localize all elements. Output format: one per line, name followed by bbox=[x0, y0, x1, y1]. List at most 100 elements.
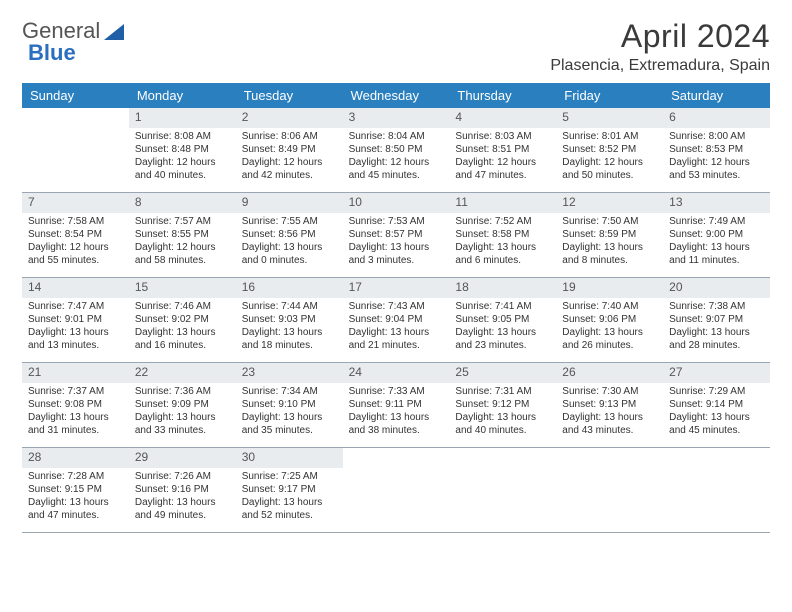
week-row: 1Sunrise: 8:08 AMSunset: 8:48 PMDaylight… bbox=[22, 108, 770, 193]
day-cell: 15Sunrise: 7:46 AMSunset: 9:02 PMDayligh… bbox=[129, 278, 236, 362]
sunrise-line: Sunrise: 7:40 AM bbox=[562, 300, 657, 313]
daylight-line: Daylight: 12 hours bbox=[669, 156, 764, 169]
sunrise-line: Sunrise: 7:49 AM bbox=[669, 215, 764, 228]
sunset-line: Sunset: 8:55 PM bbox=[135, 228, 230, 241]
head-monday: Monday bbox=[129, 83, 236, 108]
day-cell: 19Sunrise: 7:40 AMSunset: 9:06 PMDayligh… bbox=[556, 278, 663, 362]
daylight-line: Daylight: 12 hours bbox=[135, 241, 230, 254]
daylight-line: Daylight: 13 hours bbox=[349, 411, 444, 424]
day-cell: 30Sunrise: 7:25 AMSunset: 9:17 PMDayligh… bbox=[236, 448, 343, 532]
sunset-line: Sunset: 9:07 PM bbox=[669, 313, 764, 326]
sunset-line: Sunset: 8:56 PM bbox=[242, 228, 337, 241]
day-number: 4 bbox=[449, 108, 556, 128]
sunrise-line: Sunrise: 8:00 AM bbox=[669, 130, 764, 143]
day-cell: 25Sunrise: 7:31 AMSunset: 9:12 PMDayligh… bbox=[449, 363, 556, 447]
daylight-line: and 28 minutes. bbox=[669, 339, 764, 352]
week-row: 7Sunrise: 7:58 AMSunset: 8:54 PMDaylight… bbox=[22, 193, 770, 278]
daylight-line: Daylight: 13 hours bbox=[28, 326, 123, 339]
sunrise-line: Sunrise: 8:03 AM bbox=[455, 130, 550, 143]
sunset-line: Sunset: 9:16 PM bbox=[135, 483, 230, 496]
head-thursday: Thursday bbox=[449, 83, 556, 108]
sunset-line: Sunset: 9:05 PM bbox=[455, 313, 550, 326]
calendar: Sunday Monday Tuesday Wednesday Thursday… bbox=[22, 83, 770, 533]
day-number: 19 bbox=[556, 278, 663, 298]
sunset-line: Sunset: 9:09 PM bbox=[135, 398, 230, 411]
day-number: 17 bbox=[343, 278, 450, 298]
daylight-line: Daylight: 12 hours bbox=[349, 156, 444, 169]
day-cell: 22Sunrise: 7:36 AMSunset: 9:09 PMDayligh… bbox=[129, 363, 236, 447]
sunset-line: Sunset: 9:10 PM bbox=[242, 398, 337, 411]
day-number: 26 bbox=[556, 363, 663, 383]
day-cell: 16Sunrise: 7:44 AMSunset: 9:03 PMDayligh… bbox=[236, 278, 343, 362]
day-number: 14 bbox=[22, 278, 129, 298]
day-cell: 9Sunrise: 7:55 AMSunset: 8:56 PMDaylight… bbox=[236, 193, 343, 277]
daylight-line: and 38 minutes. bbox=[349, 424, 444, 437]
month-title: April 2024 bbox=[550, 18, 770, 55]
sunrise-line: Sunrise: 7:58 AM bbox=[28, 215, 123, 228]
daylight-line: and 42 minutes. bbox=[242, 169, 337, 182]
sunrise-line: Sunrise: 7:44 AM bbox=[242, 300, 337, 313]
sunset-line: Sunset: 8:54 PM bbox=[28, 228, 123, 241]
day-cell bbox=[663, 448, 770, 532]
sunrise-line: Sunrise: 7:55 AM bbox=[242, 215, 337, 228]
daylight-line: and 18 minutes. bbox=[242, 339, 337, 352]
day-cell: 6Sunrise: 8:00 AMSunset: 8:53 PMDaylight… bbox=[663, 108, 770, 192]
day-number: 29 bbox=[129, 448, 236, 468]
sunrise-line: Sunrise: 7:41 AM bbox=[455, 300, 550, 313]
sunset-line: Sunset: 9:15 PM bbox=[28, 483, 123, 496]
sunset-line: Sunset: 9:00 PM bbox=[669, 228, 764, 241]
daylight-line: and 52 minutes. bbox=[242, 509, 337, 522]
day-cell bbox=[556, 448, 663, 532]
day-cell: 10Sunrise: 7:53 AMSunset: 8:57 PMDayligh… bbox=[343, 193, 450, 277]
daylight-line: Daylight: 13 hours bbox=[455, 411, 550, 424]
daylight-line: and 55 minutes. bbox=[28, 254, 123, 267]
sunrise-line: Sunrise: 7:53 AM bbox=[349, 215, 444, 228]
daylight-line: and 0 minutes. bbox=[242, 254, 337, 267]
sunset-line: Sunset: 9:04 PM bbox=[349, 313, 444, 326]
sunset-line: Sunset: 9:13 PM bbox=[562, 398, 657, 411]
sunrise-line: Sunrise: 7:50 AM bbox=[562, 215, 657, 228]
sunset-line: Sunset: 8:58 PM bbox=[455, 228, 550, 241]
daylight-line: and 3 minutes. bbox=[349, 254, 444, 267]
daylight-line: Daylight: 13 hours bbox=[455, 326, 550, 339]
day-number: 10 bbox=[343, 193, 450, 213]
day-number: 22 bbox=[129, 363, 236, 383]
day-number: 3 bbox=[343, 108, 450, 128]
sunrise-line: Sunrise: 7:25 AM bbox=[242, 470, 337, 483]
day-cell: 2Sunrise: 8:06 AMSunset: 8:49 PMDaylight… bbox=[236, 108, 343, 192]
day-number: 6 bbox=[663, 108, 770, 128]
day-number: 12 bbox=[556, 193, 663, 213]
daylight-line: Daylight: 13 hours bbox=[135, 326, 230, 339]
daylight-line: and 40 minutes. bbox=[135, 169, 230, 182]
daylight-line: Daylight: 12 hours bbox=[455, 156, 550, 169]
daylight-line: and 8 minutes. bbox=[562, 254, 657, 267]
day-number: 30 bbox=[236, 448, 343, 468]
daylight-line: and 6 minutes. bbox=[455, 254, 550, 267]
sunrise-line: Sunrise: 7:52 AM bbox=[455, 215, 550, 228]
day-number: 16 bbox=[236, 278, 343, 298]
sunset-line: Sunset: 9:03 PM bbox=[242, 313, 337, 326]
daylight-line: Daylight: 13 hours bbox=[28, 411, 123, 424]
sunset-line: Sunset: 9:17 PM bbox=[242, 483, 337, 496]
daylight-line: Daylight: 13 hours bbox=[349, 241, 444, 254]
sunrise-line: Sunrise: 7:36 AM bbox=[135, 385, 230, 398]
sunrise-line: Sunrise: 7:43 AM bbox=[349, 300, 444, 313]
day-number: 27 bbox=[663, 363, 770, 383]
sunset-line: Sunset: 9:14 PM bbox=[669, 398, 764, 411]
daylight-line: and 47 minutes. bbox=[28, 509, 123, 522]
daylight-line: Daylight: 13 hours bbox=[28, 496, 123, 509]
title-block: April 2024 Plasencia, Extremadura, Spain bbox=[550, 18, 770, 75]
daylight-line: and 45 minutes. bbox=[349, 169, 444, 182]
daylight-line: Daylight: 13 hours bbox=[669, 326, 764, 339]
day-cell: 3Sunrise: 8:04 AMSunset: 8:50 PMDaylight… bbox=[343, 108, 450, 192]
logo-triangle-icon bbox=[104, 24, 124, 40]
sunset-line: Sunset: 8:59 PM bbox=[562, 228, 657, 241]
day-cell: 29Sunrise: 7:26 AMSunset: 9:16 PMDayligh… bbox=[129, 448, 236, 532]
head-sunday: Sunday bbox=[22, 83, 129, 108]
sunrise-line: Sunrise: 7:38 AM bbox=[669, 300, 764, 313]
sunrise-line: Sunrise: 8:01 AM bbox=[562, 130, 657, 143]
day-cell: 1Sunrise: 8:08 AMSunset: 8:48 PMDaylight… bbox=[129, 108, 236, 192]
sunset-line: Sunset: 8:51 PM bbox=[455, 143, 550, 156]
daylight-line: Daylight: 13 hours bbox=[562, 326, 657, 339]
sunset-line: Sunset: 9:02 PM bbox=[135, 313, 230, 326]
